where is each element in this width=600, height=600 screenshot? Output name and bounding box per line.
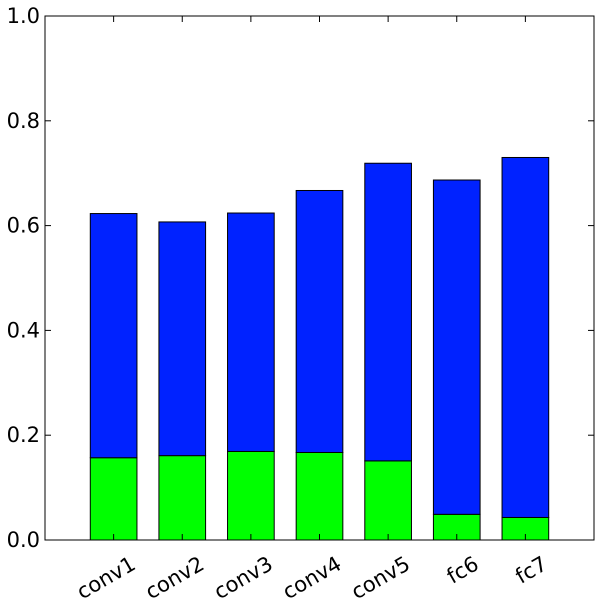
labels-layer: 0.0 0.2 0.4 0.6 0.8 1.0 conv1 conv2 conv3 conv4 co… — [7, 4, 552, 600]
y-tick-label: 0.4 — [7, 318, 40, 342]
bar-fc6-segment-2 — [432, 179, 481, 515]
bar-conv3-segment-1 — [227, 450, 275, 541]
y-tick-label: 0.6 — [7, 214, 40, 238]
x-tick-label-conv4: conv4 — [279, 552, 346, 600]
bar-conv4-segment-1 — [295, 451, 344, 541]
bar-conv3-segment-2 — [227, 212, 275, 452]
x-tick-label-conv1: conv1 — [73, 552, 140, 600]
y-tick-label: 0.2 — [7, 423, 40, 447]
x-tick-label-conv3: conv3 — [210, 552, 277, 600]
bar-conv1-segment-2 — [89, 213, 138, 459]
bar-conv1-segment-1 — [89, 457, 138, 541]
y-tick-label: 1.0 — [7, 4, 40, 28]
bar-conv2-segment-2 — [158, 221, 207, 457]
bar-conv2-segment-1 — [158, 455, 207, 541]
x-tick-label-conv2: conv2 — [141, 552, 208, 600]
bar-conv5-segment-1 — [364, 460, 412, 541]
bar-fc7-segment-2 — [501, 156, 550, 518]
x-tick-label-conv5: conv5 — [347, 552, 414, 600]
bars-layer — [89, 156, 550, 541]
y-tick-label: 0.8 — [7, 109, 40, 133]
x-tick-label-fc7: fc7 — [511, 552, 551, 589]
bar-conv5-segment-2 — [364, 162, 412, 462]
bar-conv4-segment-2 — [295, 189, 344, 453]
y-tick-label: 0.0 — [7, 528, 40, 552]
x-tick-label-fc6: fc6 — [443, 552, 483, 589]
ticks-layer — [45, 15, 594, 541]
